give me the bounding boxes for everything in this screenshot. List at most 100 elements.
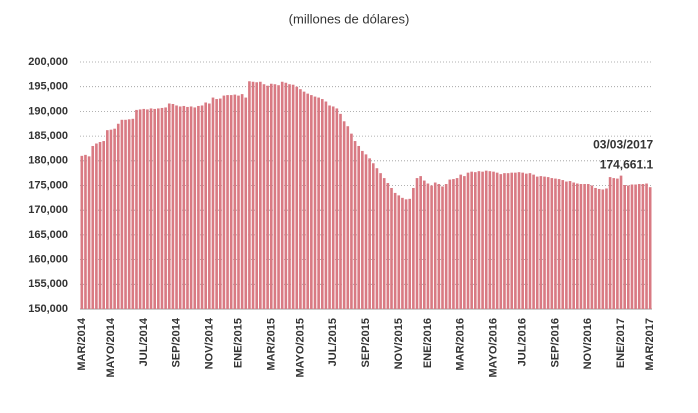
x-tick-label: NOV/2016 xyxy=(582,318,594,369)
bar xyxy=(568,181,572,309)
bar xyxy=(546,177,550,309)
bar xyxy=(517,172,521,309)
x-tick-label: SEP/2015 xyxy=(360,318,372,368)
bar xyxy=(441,186,444,309)
annotation: 03/03/2017 xyxy=(593,137,653,151)
y-tick-label: 190,000 xyxy=(28,105,68,117)
bar xyxy=(197,105,200,309)
bar xyxy=(605,188,608,309)
bar xyxy=(80,155,84,309)
bar xyxy=(608,177,612,309)
bar xyxy=(557,179,561,309)
x-tick-label: NOV/2014 xyxy=(203,317,215,369)
bar xyxy=(102,141,105,309)
bar xyxy=(306,93,310,309)
bar xyxy=(554,178,557,309)
bar xyxy=(160,107,164,309)
bar xyxy=(109,129,113,309)
bar xyxy=(302,91,306,309)
bar xyxy=(521,172,524,309)
bar xyxy=(448,179,452,309)
bar xyxy=(266,85,269,309)
bar xyxy=(353,141,357,309)
bar xyxy=(579,184,583,309)
x-tick-label: SEP/2014 xyxy=(171,317,183,367)
bar xyxy=(113,128,116,309)
bar xyxy=(426,183,430,309)
bar xyxy=(368,158,371,309)
bar xyxy=(473,172,477,309)
bar xyxy=(470,171,473,309)
bar xyxy=(627,185,630,309)
bar xyxy=(601,189,605,309)
bar xyxy=(87,156,91,309)
bar xyxy=(550,178,554,309)
x-tick-label: MAR/2015 xyxy=(265,318,277,371)
bar xyxy=(499,174,503,309)
bar xyxy=(637,184,641,309)
bar xyxy=(375,168,379,309)
y-tick-label: 185,000 xyxy=(28,130,68,142)
bar xyxy=(295,86,299,309)
y-tick-label: 175,000 xyxy=(28,179,68,191)
bar xyxy=(193,107,197,309)
bar xyxy=(171,103,175,310)
x-tick-label: MAR/2017 xyxy=(644,318,656,371)
bar xyxy=(412,187,415,309)
x-tick-label: MAYO/2016 xyxy=(488,318,500,378)
bar xyxy=(415,178,419,309)
bar xyxy=(444,184,448,309)
bar xyxy=(262,84,266,309)
bar xyxy=(204,102,208,310)
bar xyxy=(452,179,455,309)
bar xyxy=(120,119,124,309)
bar xyxy=(331,106,335,310)
x-tick-label: NOV/2015 xyxy=(393,318,405,369)
bar xyxy=(510,172,514,309)
y-tick-label: 155,000 xyxy=(28,278,68,290)
bar xyxy=(127,119,131,309)
bar xyxy=(98,142,102,309)
x-tick-label: ENE/2016 xyxy=(422,318,434,368)
y-tick-label: 165,000 xyxy=(28,229,68,241)
bar xyxy=(346,126,350,309)
bar xyxy=(430,185,433,309)
bar xyxy=(335,108,339,309)
bar xyxy=(463,176,466,309)
bar xyxy=(539,176,543,309)
bar xyxy=(233,94,237,309)
bar xyxy=(255,82,259,309)
bar xyxy=(393,192,397,309)
bar xyxy=(310,95,313,310)
bar xyxy=(455,178,459,309)
bar xyxy=(594,187,597,309)
bar xyxy=(211,97,215,310)
bar xyxy=(379,173,382,309)
bar xyxy=(116,123,120,309)
bar xyxy=(503,173,506,309)
chart-title: (millones de dólares) xyxy=(289,11,410,26)
bar xyxy=(157,108,160,309)
bar xyxy=(561,180,565,309)
bar xyxy=(142,108,146,310)
bar xyxy=(648,187,652,309)
bar xyxy=(357,145,361,309)
bar xyxy=(623,185,626,309)
bar xyxy=(419,176,422,309)
bar xyxy=(324,101,328,310)
x-tick-label: MAR/2016 xyxy=(455,318,467,371)
bar xyxy=(466,172,470,309)
bar xyxy=(361,150,364,309)
bar xyxy=(200,105,204,309)
x-tick-label: JUL/2016 xyxy=(517,318,529,366)
bar xyxy=(215,99,218,309)
bar xyxy=(135,109,138,309)
bar xyxy=(299,89,302,309)
bar xyxy=(273,84,277,309)
bar xyxy=(630,184,634,309)
bar xyxy=(248,81,251,310)
x-tick-label: JUL/2015 xyxy=(327,318,339,366)
bar xyxy=(524,173,528,309)
bar xyxy=(645,183,648,309)
